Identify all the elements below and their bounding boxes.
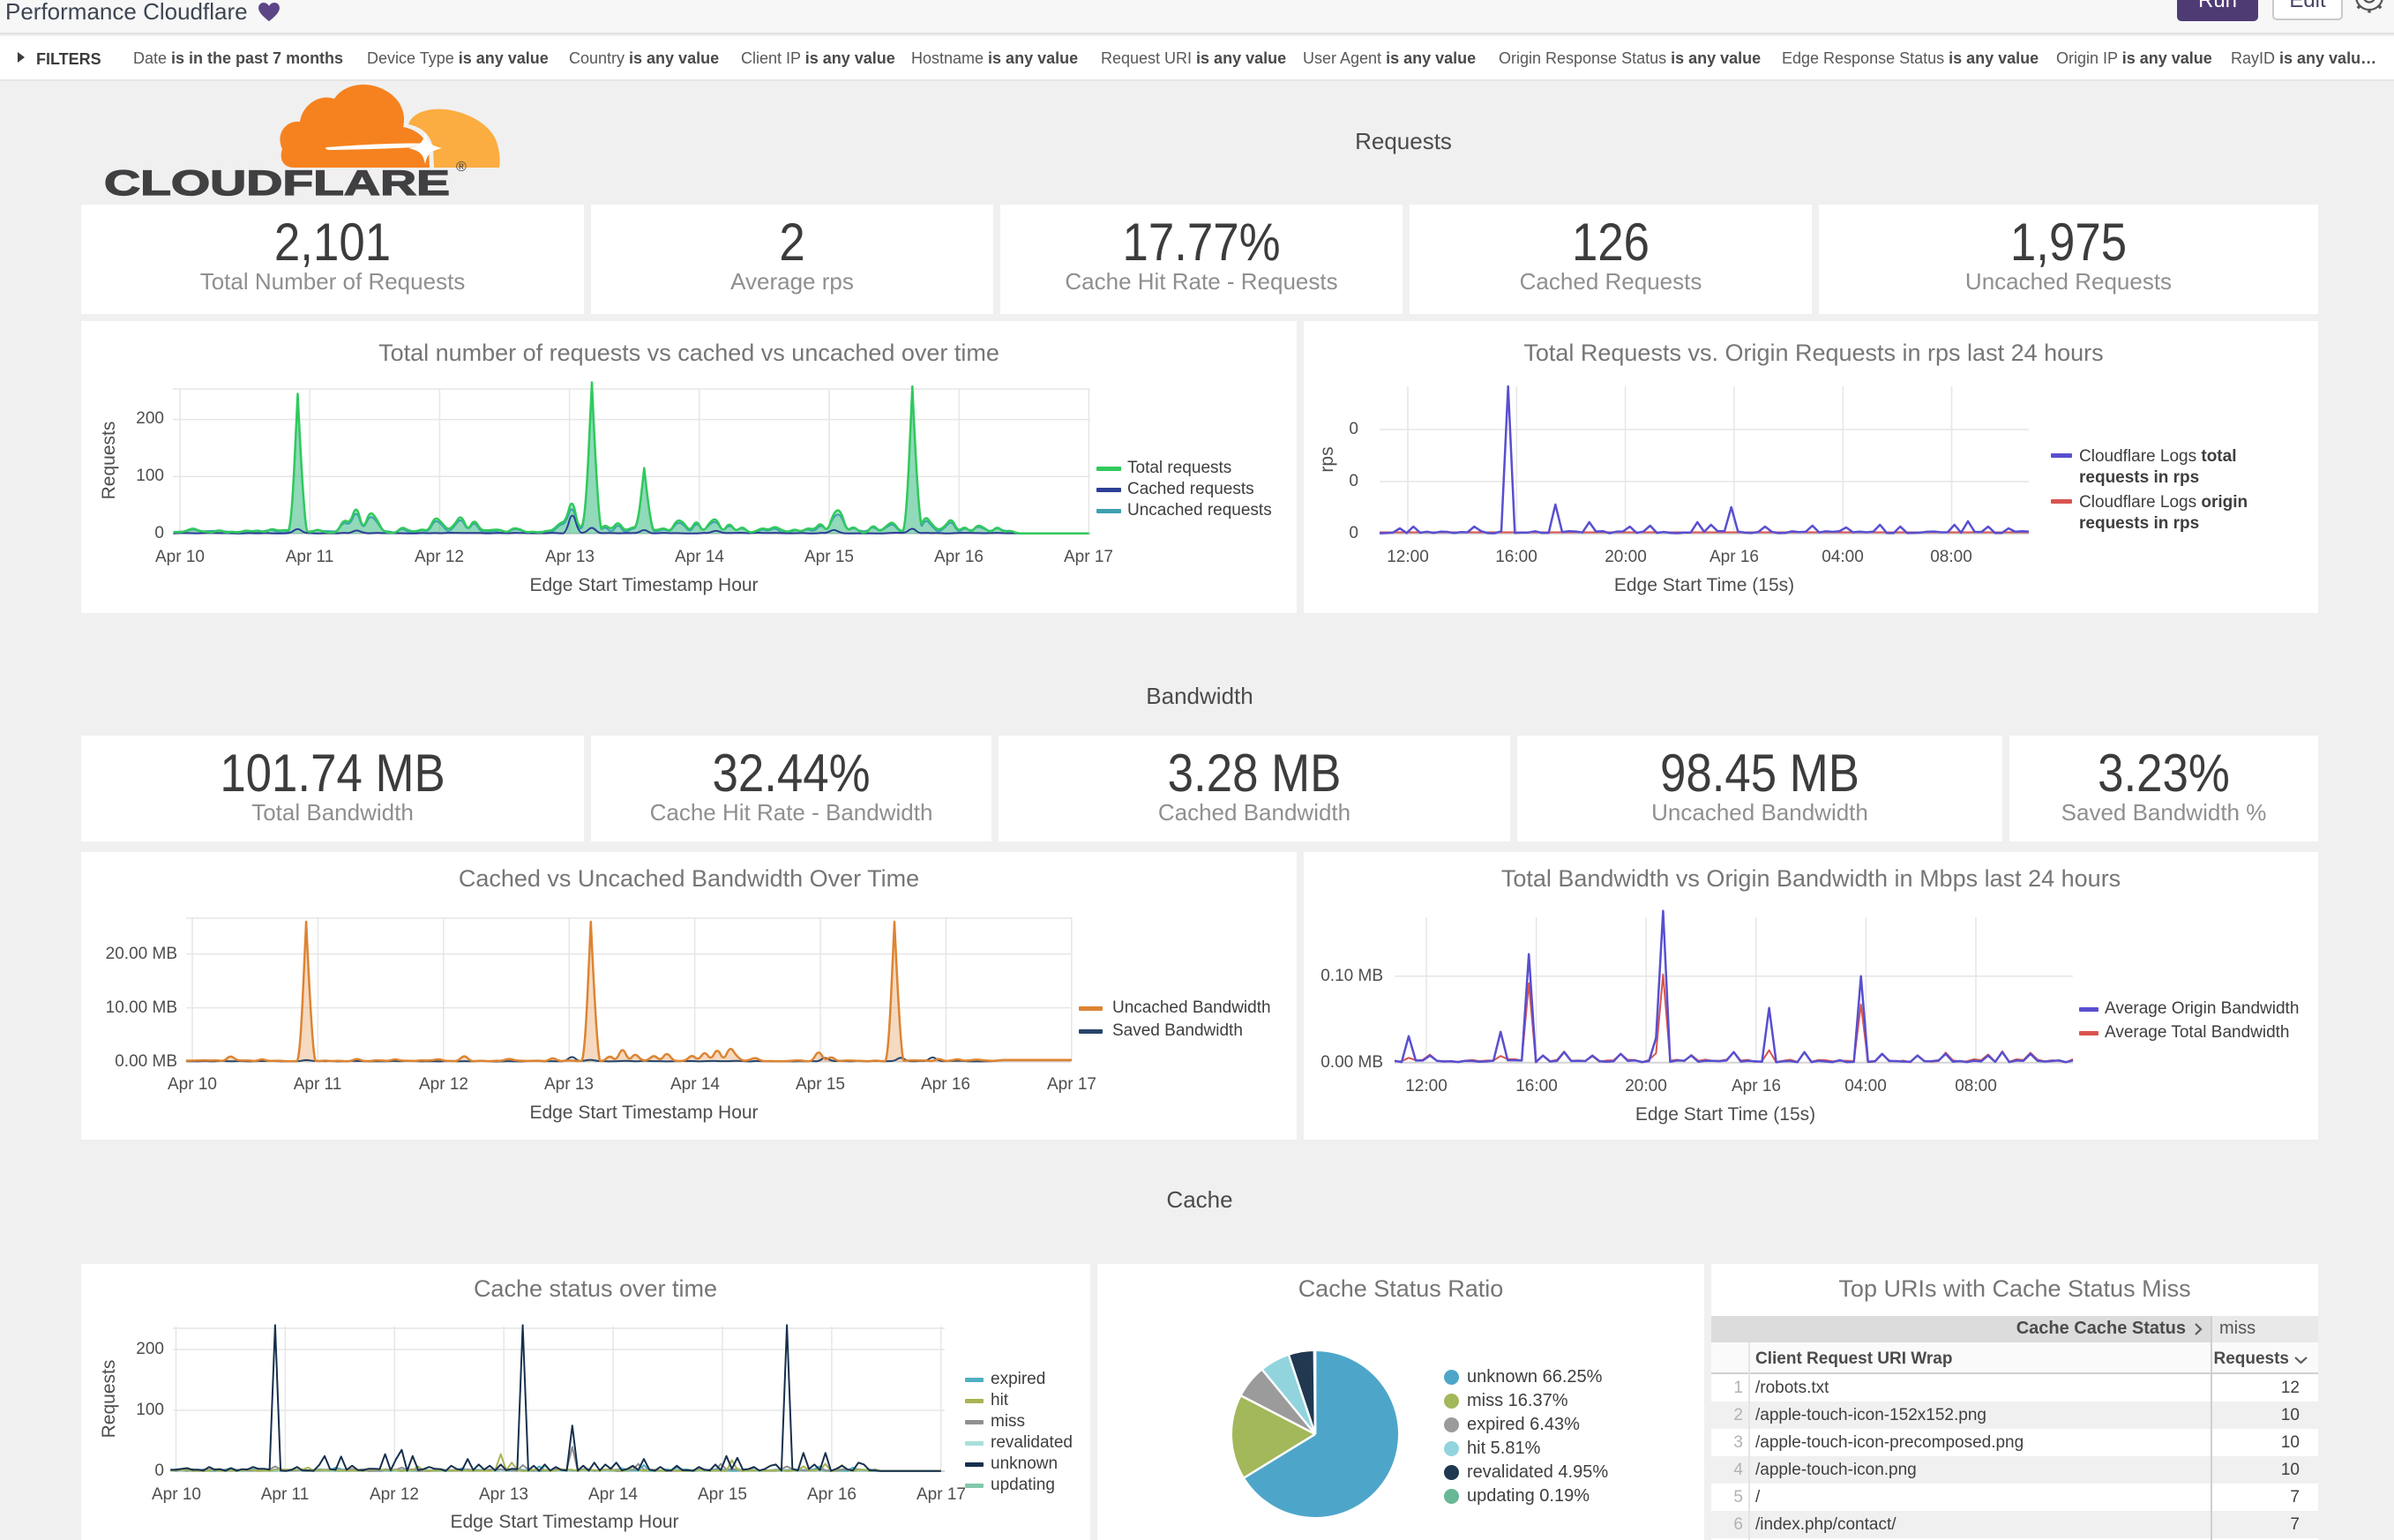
svg-text:®: ® <box>456 160 467 175</box>
svg-text:CLOUDFLARE: CLOUDFLARE <box>104 164 450 203</box>
